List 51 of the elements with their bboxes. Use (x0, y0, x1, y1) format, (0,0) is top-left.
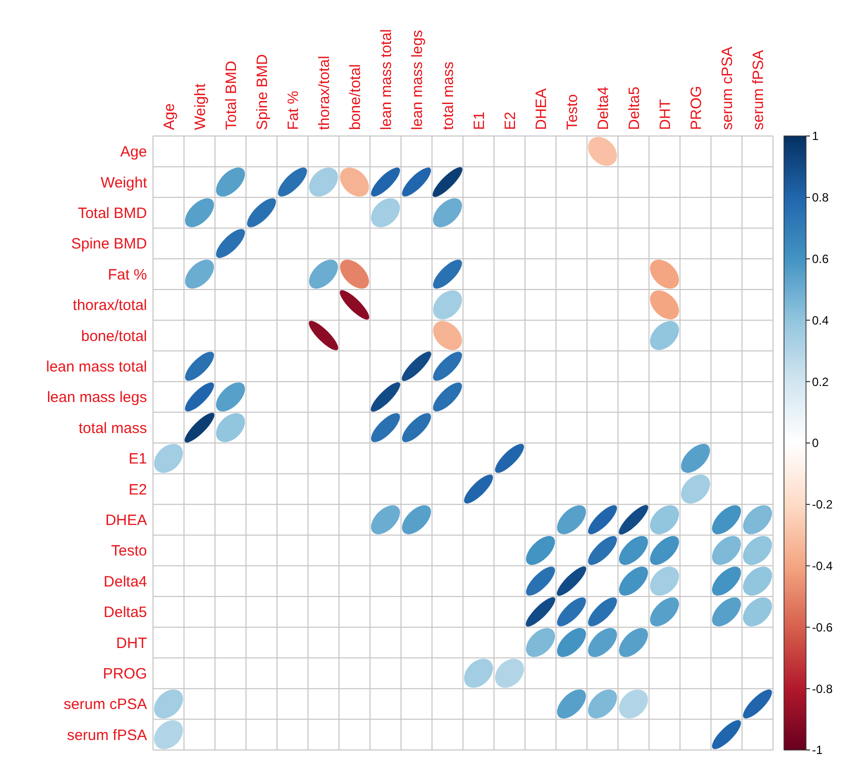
color-bar-label: -0.6 (812, 620, 834, 634)
x-tick-label: lean mass legs (408, 30, 426, 130)
color-bar-label: -0.4 (812, 559, 834, 573)
y-tick-label: lean mass legs (46, 389, 147, 406)
x-tick-label: Fat % (284, 90, 302, 130)
x-tick-label: bone/total (346, 64, 364, 130)
y-tick-label: E1 (128, 450, 147, 468)
x-tick-label: thorax/total (316, 56, 333, 130)
x-tick-label: DHEA (532, 88, 550, 130)
color-bar-label: -0.8 (812, 682, 834, 696)
x-tick-label: lean mass total (378, 29, 395, 130)
x-tick-label: total mass (440, 62, 457, 130)
y-tick-label: thorax/total (72, 297, 147, 314)
x-tick-label: Age (160, 103, 178, 130)
y-tick-label: bone/total (81, 328, 147, 345)
x-tick-label: Delta4 (594, 86, 612, 130)
y-tick-label: total mass (78, 420, 147, 437)
y-tick-label: Fat % (108, 266, 147, 284)
color-bar-label: -0.2 (812, 498, 834, 512)
y-tick-label: serum fPSA (66, 726, 147, 744)
y-tick-label: DHEA (105, 512, 147, 529)
x-tick-label: Testo (564, 94, 581, 130)
y-tick-label: Testo (111, 542, 147, 560)
y-tick-label: DHT (116, 634, 147, 652)
color-bar-label: 0.6 (812, 252, 830, 266)
color-bar-label: 0 (812, 436, 819, 450)
x-tick-label: DHT (656, 99, 674, 130)
x-tick-label: E2 (502, 112, 519, 130)
x-tick-label: Total BMD (222, 60, 240, 130)
y-tick-label: Spine BMD (71, 236, 148, 253)
y-tick-label: serum cPSA (64, 696, 147, 714)
y-tick-label: Total BMD (78, 205, 148, 222)
y-tick-label: Weight (100, 174, 148, 192)
y-tick-label: PROG (102, 666, 147, 682)
y-tick-label: Age (120, 144, 147, 161)
color-bar-label: 1 (812, 129, 819, 144)
x-tick-label: Weight (192, 82, 209, 130)
y-tick-label: Delta5 (104, 604, 147, 622)
x-tick-label: E1 (470, 112, 488, 130)
color-bar-label: -1 (812, 743, 823, 758)
x-tick-label: serum fPSA (750, 50, 767, 130)
y-tick-label: lean mass total (46, 358, 147, 376)
x-tick-label: PROG (688, 86, 705, 130)
y-tick-label: Delta4 (104, 573, 147, 590)
color-bar-label: 0.8 (812, 190, 830, 205)
x-tick-label: Spine BMD (254, 54, 271, 130)
y-tick-label: E2 (128, 481, 147, 498)
x-tick-label: Delta5 (626, 86, 643, 130)
color-bar-label: 0.4 (812, 313, 830, 328)
x-tick-label: serum cPSA (718, 46, 736, 130)
color-bar-label: 0.2 (812, 374, 830, 389)
